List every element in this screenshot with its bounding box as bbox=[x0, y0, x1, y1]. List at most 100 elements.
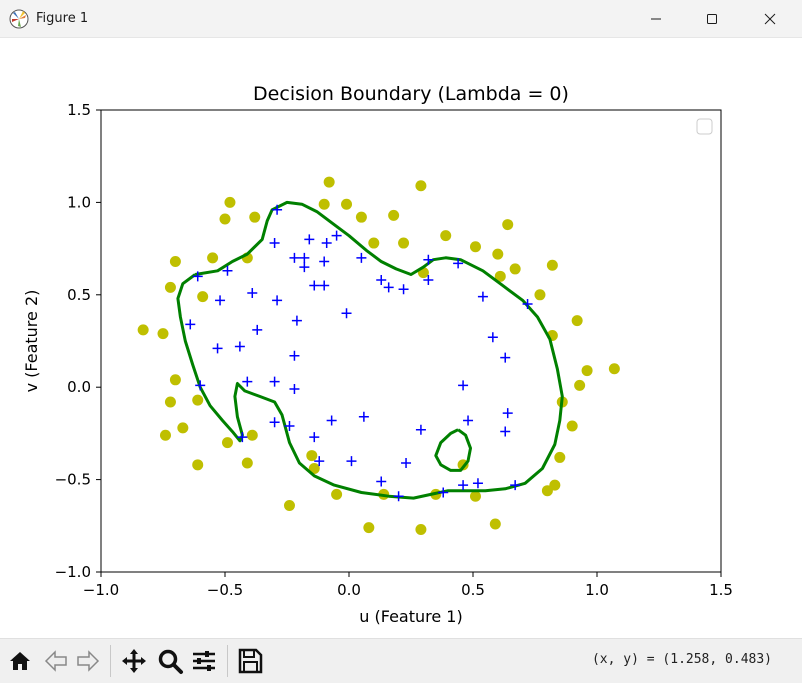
positive-point bbox=[272, 204, 283, 215]
negative-point bbox=[283, 499, 295, 511]
positive-point bbox=[358, 411, 369, 422]
toolbar-separator bbox=[110, 645, 111, 677]
y-tick-label: 1.0 bbox=[67, 193, 91, 211]
save-button[interactable] bbox=[234, 645, 266, 677]
positive-point bbox=[291, 315, 302, 326]
pan-button[interactable] bbox=[118, 645, 150, 677]
negative-point bbox=[509, 263, 521, 275]
positive-point bbox=[453, 258, 464, 269]
negative-point bbox=[331, 488, 343, 500]
negative-point bbox=[469, 241, 481, 253]
positive-point bbox=[269, 238, 280, 249]
maximize-button[interactable] bbox=[684, 0, 740, 38]
y-tick-label: −1.0 bbox=[55, 563, 91, 581]
positive-point bbox=[269, 376, 280, 387]
positive-point bbox=[331, 230, 342, 241]
negative-point bbox=[192, 459, 204, 471]
negative-point bbox=[169, 374, 181, 386]
close-icon bbox=[764, 13, 776, 25]
y-tick-label: 0.5 bbox=[67, 286, 91, 304]
x-tick-label: −1.0 bbox=[83, 581, 119, 599]
y-tick-label: −0.5 bbox=[55, 471, 91, 489]
positive-point bbox=[247, 287, 258, 298]
negative-point bbox=[341, 198, 353, 210]
negative-point bbox=[566, 420, 578, 432]
back-button[interactable] bbox=[40, 645, 72, 677]
positive-point bbox=[356, 252, 367, 263]
minimize-icon bbox=[651, 18, 661, 20]
x-tick-label: 0.0 bbox=[337, 581, 361, 599]
forward-icon bbox=[77, 650, 100, 672]
positive-point bbox=[272, 295, 283, 306]
window-title: Figure 1 bbox=[36, 11, 89, 26]
positive-point bbox=[185, 319, 196, 330]
negative-point bbox=[363, 522, 375, 534]
negative-point bbox=[398, 237, 410, 249]
configure-subplots-button[interactable] bbox=[188, 645, 220, 677]
legend-box bbox=[696, 118, 713, 135]
title-bar: Figure 1 bbox=[0, 0, 802, 38]
negative-point bbox=[440, 230, 452, 242]
minimize-button[interactable] bbox=[628, 0, 684, 38]
pan-icon bbox=[122, 649, 146, 673]
home-button[interactable] bbox=[4, 645, 36, 677]
negative-point bbox=[554, 451, 566, 463]
negative-point bbox=[368, 237, 380, 249]
positive-point bbox=[289, 252, 300, 263]
positive-point bbox=[269, 417, 280, 428]
forward-button[interactable] bbox=[72, 645, 104, 677]
negative-point bbox=[221, 437, 233, 449]
positive-point bbox=[222, 265, 233, 276]
positive-point bbox=[398, 284, 409, 295]
positive-point bbox=[212, 343, 223, 354]
close-button[interactable] bbox=[742, 0, 798, 38]
negative-point bbox=[219, 213, 231, 225]
negative-point bbox=[169, 256, 181, 268]
toolbar-separator bbox=[227, 645, 228, 677]
positive-point bbox=[299, 262, 310, 273]
ticks-layer: −1.0 −0.5 0.0 0.5 1.0 1.5 −1.0 −0.5 0.0 0.5 1.0 1.5 bbox=[55, 101, 733, 599]
negative-point bbox=[164, 281, 176, 293]
positive-point bbox=[463, 415, 474, 426]
positive-point bbox=[423, 275, 434, 286]
positive-point bbox=[289, 384, 300, 395]
home-icon bbox=[10, 652, 30, 670]
negative-point bbox=[494, 270, 506, 282]
positive-point bbox=[458, 380, 469, 391]
negative-point bbox=[224, 196, 236, 208]
positive-point bbox=[376, 275, 387, 286]
negative-point bbox=[492, 248, 504, 260]
positive-point bbox=[500, 352, 511, 363]
negative-point bbox=[608, 363, 620, 375]
negative-point bbox=[157, 328, 169, 340]
negative-point bbox=[355, 211, 367, 223]
positive-point bbox=[477, 291, 488, 302]
positive-point bbox=[319, 280, 330, 291]
positive-point bbox=[234, 341, 245, 352]
plot-layer bbox=[137, 176, 620, 535]
negative-point bbox=[502, 219, 514, 231]
positive-point bbox=[458, 480, 469, 491]
configure-subplots-icon bbox=[193, 651, 215, 671]
negative-point bbox=[581, 365, 593, 377]
positive-point bbox=[376, 476, 387, 487]
negative-point bbox=[137, 324, 149, 336]
negative-point bbox=[241, 457, 253, 469]
positive-point bbox=[321, 238, 332, 249]
positive-point bbox=[502, 408, 513, 419]
negative-point bbox=[489, 518, 501, 530]
axes-frame bbox=[100, 109, 722, 573]
negative-point bbox=[246, 429, 258, 441]
positive-point bbox=[510, 480, 521, 491]
negative-point bbox=[469, 490, 481, 502]
positive-point bbox=[383, 282, 394, 293]
positive-point bbox=[195, 380, 206, 391]
y-axis-label: v (Feature 2) bbox=[22, 290, 41, 393]
x-tick-label: −0.5 bbox=[207, 581, 243, 599]
figure-canvas[interactable]: Decision Boundary (Lambda = 0) −1.0 −0.5 0… bbox=[0, 38, 802, 638]
zoom-button[interactable] bbox=[154, 645, 186, 677]
positive-point bbox=[242, 376, 253, 387]
negative-point bbox=[249, 211, 261, 223]
positive-point bbox=[346, 456, 357, 467]
positive-point bbox=[500, 426, 511, 437]
